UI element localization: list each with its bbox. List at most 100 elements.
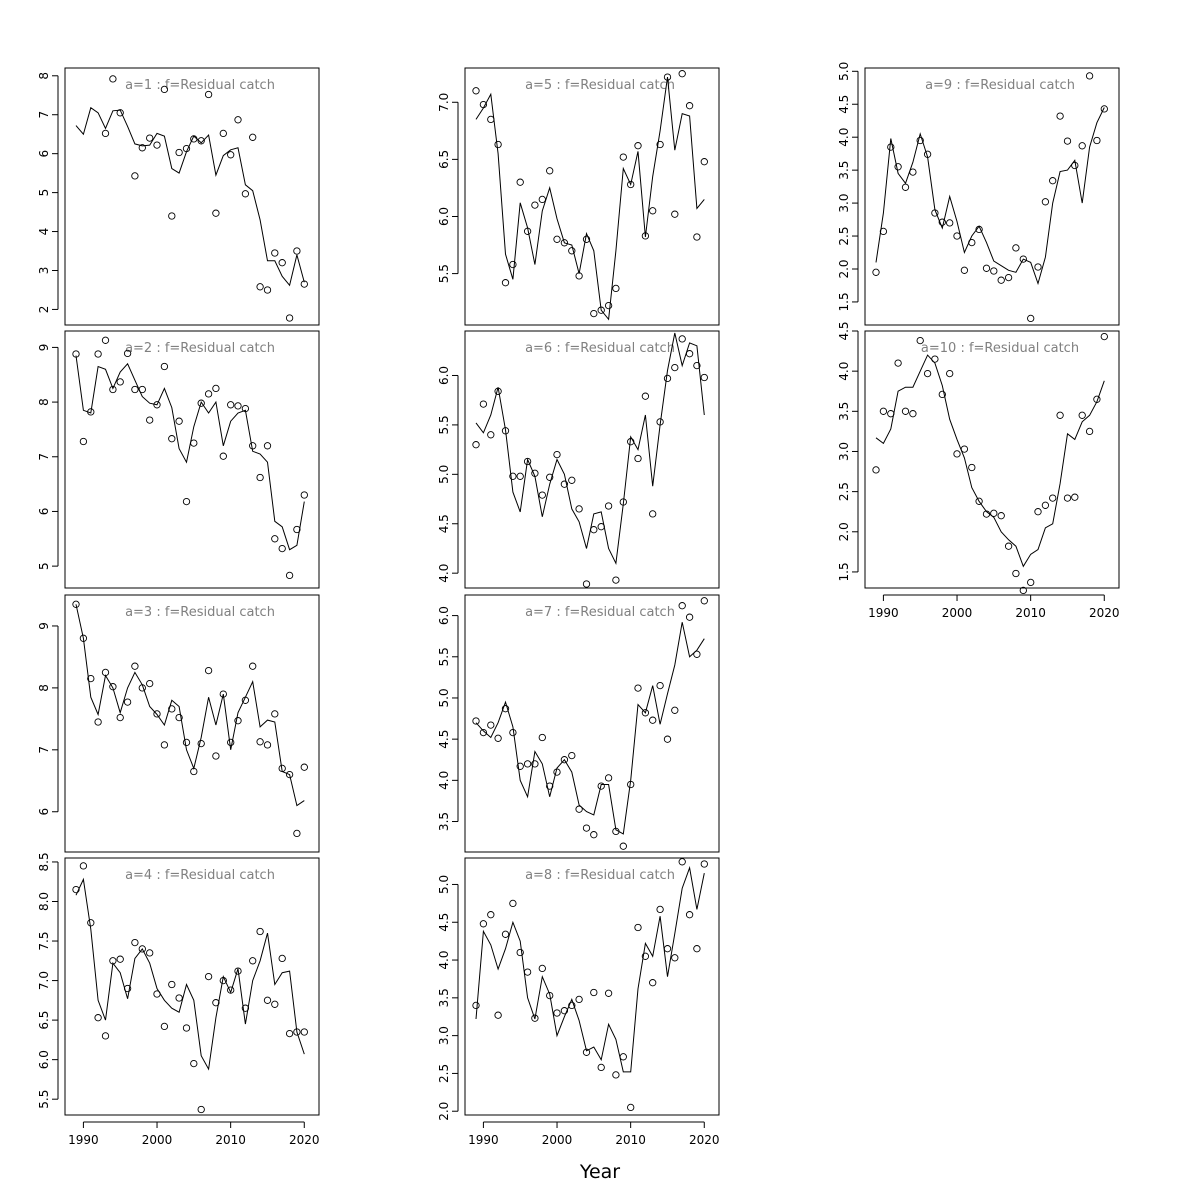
observed-point [1071, 161, 1079, 170]
y-tick-label: 2.5 [437, 1064, 451, 1083]
observed-point [249, 957, 257, 965]
observed-point [153, 141, 161, 149]
observed-point [138, 684, 146, 692]
observed-point [1056, 112, 1064, 120]
panel-frame [464, 67, 720, 326]
observed-point [678, 602, 686, 610]
observed-point [146, 416, 154, 424]
observed-point [190, 135, 198, 143]
observed-point [182, 1024, 191, 1032]
panel-title: a=4 : f=Residual catch [125, 868, 275, 883]
observed-point [546, 167, 554, 175]
observed-point [271, 535, 279, 543]
y-tick-label: 5.5 [437, 264, 451, 283]
observed-point [693, 945, 701, 953]
observed-point [109, 75, 117, 83]
observed-point [190, 767, 198, 776]
observed-point [300, 280, 308, 288]
y-tick-label: 5.0 [437, 688, 451, 707]
observed-point [982, 510, 991, 518]
observed-point [256, 738, 264, 746]
observed-point [227, 401, 235, 409]
observed-point [671, 954, 679, 962]
observed-point [538, 491, 546, 499]
observed-point [300, 491, 308, 499]
observed-point [219, 976, 227, 985]
panel-2: a=2 : f=Residual catch 5 6 7 8 9 [37, 330, 320, 589]
panel-5: a=5 : f=Residual catch 5.5 6.0 6.5 7.0 [437, 67, 720, 326]
observed-point [553, 450, 561, 459]
panel-title: a=1 : f=Residual catch [125, 78, 275, 93]
observed-point [627, 438, 635, 446]
observed-point [153, 710, 161, 718]
observed-point [146, 949, 154, 957]
observed-point [271, 249, 279, 257]
observed-point [656, 681, 664, 690]
observed-point [1071, 493, 1079, 501]
y-tick-label: 8 [37, 398, 51, 406]
observed-point [582, 235, 591, 243]
observed-point [901, 183, 910, 191]
observed-point [72, 885, 80, 894]
observed-point [197, 137, 205, 145]
observed-point [509, 899, 517, 908]
observed-point [634, 684, 642, 692]
observed-point [1078, 411, 1086, 419]
observed-point [293, 247, 301, 255]
observed-point [523, 760, 532, 768]
y-tick-label: 1.5 [837, 292, 851, 311]
y-tick-label: 6.0 [437, 207, 451, 226]
y-tick-label: 3.5 [837, 161, 851, 180]
observed-point [590, 309, 598, 318]
panel-9: a=9 : f=Residual catch 1.5 2.0 2.5 3.0 3.5 4.0… [837, 62, 1120, 326]
observed-point [472, 1001, 480, 1010]
observed-point [293, 525, 301, 534]
observed-point [153, 401, 161, 409]
observed-point [94, 1014, 102, 1022]
observed-point [1049, 177, 1057, 185]
observed-point [516, 472, 524, 480]
observed-point [700, 597, 708, 605]
observed-point [116, 955, 124, 963]
y-tick-label: 3.0 [837, 194, 851, 213]
observed-point [531, 201, 539, 209]
y-tick-label: 7.0 [37, 971, 51, 990]
observed-point [597, 1063, 605, 1072]
observed-point [990, 267, 998, 275]
observed-point [116, 378, 124, 386]
observed-point [138, 144, 146, 152]
observed-point [204, 90, 213, 99]
observed-point [693, 233, 701, 241]
observed-point [138, 945, 146, 953]
observed-point [1027, 314, 1035, 323]
observed-point [212, 384, 220, 393]
observed-point [300, 1028, 308, 1036]
fitted-line [875, 107, 1105, 286]
observed-point [263, 442, 272, 450]
observed-point [1093, 395, 1101, 403]
y-tick-label: 4.0 [437, 771, 451, 790]
observed-point [1034, 263, 1042, 271]
observed-point [649, 716, 657, 724]
panel-title: a=5 : f=Residual catch [525, 78, 675, 93]
observed-point [285, 770, 294, 779]
observed-point [649, 207, 657, 215]
y-tick-label: 4.5 [437, 913, 451, 932]
observed-point [560, 756, 569, 764]
y-tick-label: 6.0 [437, 606, 451, 625]
observed-point [656, 418, 664, 426]
observed-point [975, 225, 983, 234]
observed-point [531, 1014, 539, 1022]
observed-point [1085, 72, 1094, 80]
observed-point [612, 1071, 620, 1079]
panel-frame [464, 330, 720, 589]
observed-point [523, 457, 532, 466]
observed-point [575, 805, 583, 813]
observed-point [94, 718, 102, 726]
observed-point [700, 373, 708, 382]
panel-title: a=8 : f=Residual catch [525, 868, 675, 883]
observed-point [234, 116, 242, 124]
observed-point [101, 336, 110, 344]
observed-point [256, 283, 264, 291]
observed-point [79, 437, 88, 446]
